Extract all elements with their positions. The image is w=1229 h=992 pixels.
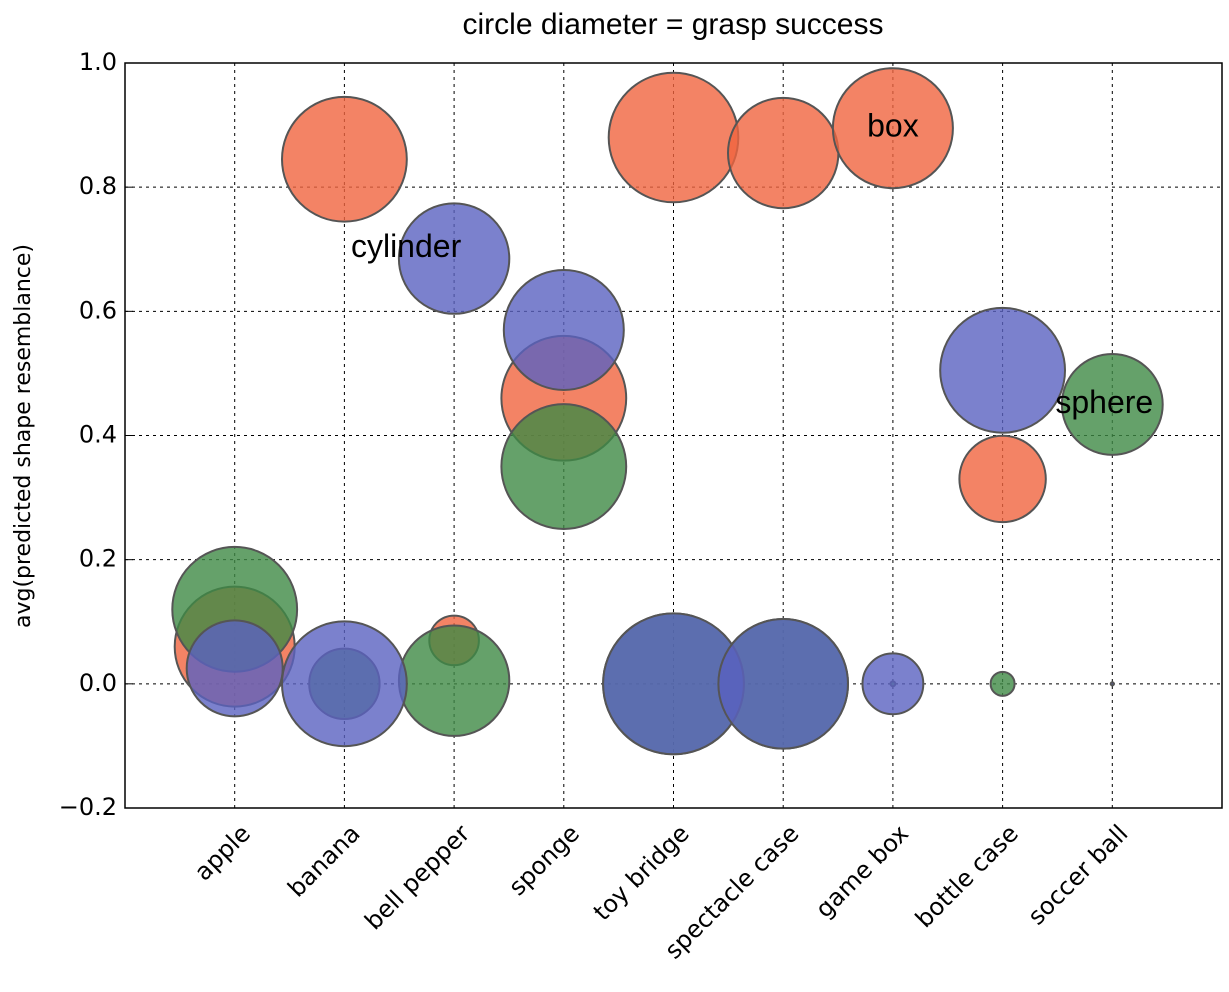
bubble: [281, 95, 408, 223]
x-tick-label: sponge: [503, 819, 585, 901]
y-axis-label: avg(predicted shape resemblance): [11, 244, 36, 628]
bubble: [397, 202, 511, 315]
x-tick-label: toy bridge: [588, 819, 695, 926]
plot-frame: [124, 62, 1223, 809]
bubble: [397, 624, 511, 737]
chart-title: circle diameter = grasp success: [463, 8, 884, 41]
bubble: [607, 71, 740, 204]
bubble: [861, 652, 925, 716]
x-tick-label: soccer ball: [1022, 819, 1133, 930]
bubble: [502, 268, 625, 391]
y-tick-label: 0.8: [79, 172, 117, 200]
bubble: [281, 620, 408, 748]
bubble: [185, 619, 284, 718]
y-tick-label: 1.0: [79, 48, 117, 76]
y-tick-label: 0.6: [79, 296, 117, 324]
bubble: [500, 403, 628, 530]
y-tick-label: 0.0: [79, 669, 117, 697]
x-tick-label: banana: [282, 819, 365, 902]
bubble: [958, 434, 1047, 524]
series-label: sphere: [1055, 384, 1153, 420]
series-label: cylinder: [351, 228, 462, 264]
x-tick-label: bell pepper: [359, 819, 475, 935]
y-tick-label: −0.2: [59, 793, 117, 821]
plot-area: [171, 67, 1164, 756]
bubble: [717, 618, 850, 750]
y-tick-label: 0.4: [79, 421, 117, 449]
bubble: [989, 670, 1016, 697]
bubble: [1109, 681, 1115, 687]
y-tick-label: 0.2: [79, 545, 117, 573]
bubble: [1060, 353, 1164, 456]
x-tick-label: bottle case: [910, 819, 1024, 933]
bubble: [727, 96, 840, 210]
bubble: [939, 306, 1066, 434]
series-label: box: [867, 108, 919, 144]
x-tick-label: apple: [189, 819, 256, 886]
bubble: [831, 67, 954, 190]
x-tick-label: game box: [810, 819, 914, 923]
